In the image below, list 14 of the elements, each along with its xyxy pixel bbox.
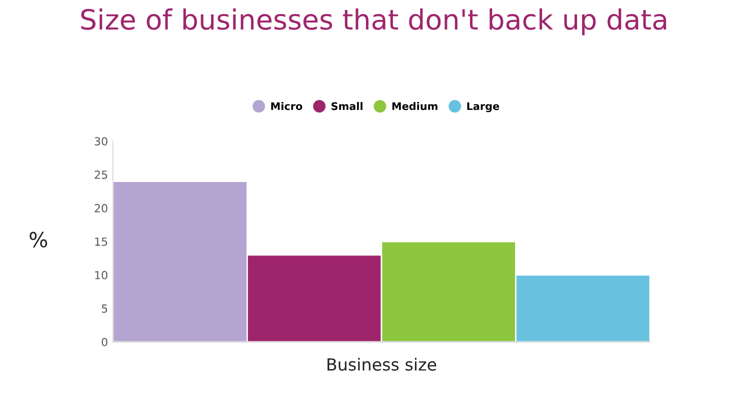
- legend-label: Medium: [392, 102, 438, 110]
- y-tick-label: 0: [102, 338, 108, 346]
- y-tick-label: 20: [94, 204, 108, 212]
- legend-label: Micro: [271, 102, 302, 110]
- y-tick-label: 10: [95, 270, 108, 280]
- legend-label: Large: [467, 102, 500, 112]
- y-axis-title: %: [30, 232, 48, 248]
- y-tick-label: 25: [94, 170, 108, 179]
- y-tick-label: 15: [95, 238, 108, 246]
- x-axis-title: Business size: [328, 358, 436, 371]
- legend-label: Small: [332, 102, 362, 110]
- y-tick-label: 5: [102, 304, 108, 313]
- chart-title: Size of businesses that don't back up data: [81, 8, 666, 36]
- y-tick-label: 30: [94, 137, 108, 146]
